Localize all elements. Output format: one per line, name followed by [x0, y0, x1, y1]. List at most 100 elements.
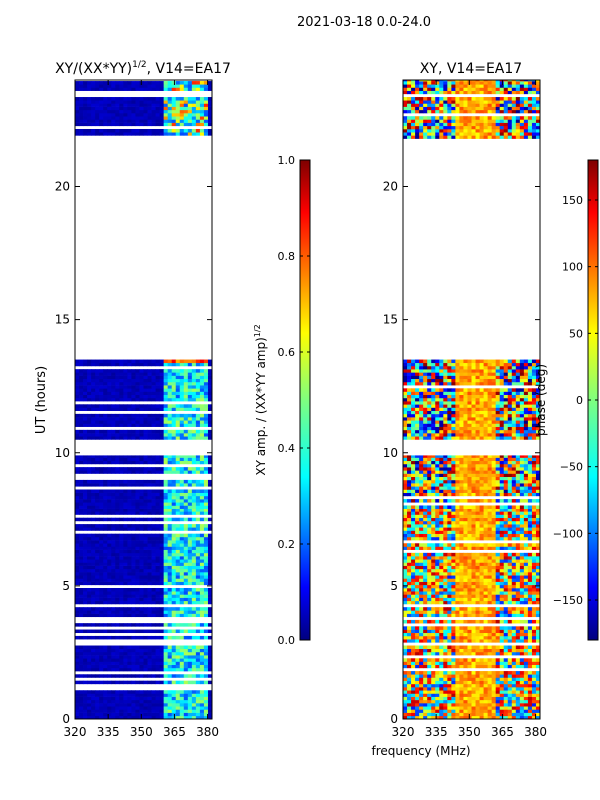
heatmap-cell [83, 655, 88, 659]
heatmap-cell [155, 699, 161, 704]
heatmap-cell [195, 81, 201, 85]
heatmap-cell [147, 132, 152, 136]
heatmap-cell [435, 584, 440, 589]
heatmap-cell [131, 572, 136, 576]
heatmap-cell [123, 693, 128, 697]
heatmap-cell [135, 372, 140, 376]
heatmap-cell [403, 706, 408, 710]
heatmap-cell [415, 677, 420, 681]
heatmap-cell [87, 655, 92, 659]
heatmap-cell [171, 674, 177, 678]
heatmap-cell [131, 568, 136, 573]
heatmap-cell [155, 404, 161, 408]
heatmap-cell [179, 623, 185, 627]
heatmap-cell [511, 696, 517, 701]
heatmap-cell [151, 680, 156, 685]
heatmap-cell [191, 578, 197, 582]
heatmap-cell [131, 658, 136, 662]
heatmap-cell [111, 417, 116, 421]
heatmap-cell [459, 648, 464, 653]
heatmap-cell [179, 543, 185, 547]
heatmap-cell [411, 671, 416, 675]
heatmap-cell [95, 527, 100, 531]
heatmap-cell [99, 572, 104, 576]
heatmap-cell [179, 436, 185, 440]
heatmap-cell [75, 375, 80, 380]
heatmap-cell [79, 97, 84, 101]
heatmap-cell [175, 417, 181, 421]
heatmap-cell [507, 699, 513, 704]
heatmap-cell [147, 664, 152, 669]
heatmap-cell [135, 648, 140, 653]
heatmap-cell [131, 97, 136, 101]
heatmap-cell [431, 619, 436, 624]
heatmap-cell [179, 597, 185, 602]
heatmap-cell [163, 591, 169, 595]
heatmap-cell [523, 639, 529, 643]
heatmap-cell [443, 709, 448, 713]
heatmap-cell [111, 407, 116, 411]
heatmap-cell [83, 600, 88, 605]
heatmap-cell [427, 632, 432, 637]
heatmap-cell [415, 645, 420, 649]
heatmap-cell [183, 572, 189, 576]
heatmap-cell [115, 645, 120, 649]
heatmap-cell [107, 87, 112, 91]
heatmap-cell [187, 489, 193, 493]
heatmap-cell [455, 632, 460, 637]
heatmap-cell [183, 562, 189, 566]
heatmap-cell [87, 423, 92, 427]
heatmap-cell [407, 572, 412, 576]
heatmap-cell [119, 693, 124, 697]
heatmap-cell [127, 87, 132, 91]
heatmap-cell [419, 572, 424, 576]
heatmap-cell [83, 651, 88, 656]
heatmap-cell [79, 715, 84, 719]
heatmap-cell [79, 690, 84, 694]
heatmap-cell [523, 632, 529, 637]
heatmap-cell [187, 527, 193, 531]
heatmap-cell [99, 375, 104, 380]
heatmap-cell [91, 693, 96, 697]
heatmap-cell [447, 594, 452, 598]
heatmap-cell [419, 613, 424, 618]
heatmap-cell [443, 635, 448, 640]
heatmap-cell [123, 581, 128, 586]
heatmap-cell [471, 677, 476, 681]
heatmap-cell [83, 712, 88, 717]
heatmap-cell [139, 420, 144, 424]
heatmap-cell [159, 385, 165, 389]
heatmap-cell [87, 543, 92, 547]
heatmap-cell [527, 568, 533, 573]
heatmap-cell [167, 132, 173, 136]
heatmap-cell [111, 635, 116, 640]
heatmap-cell [407, 680, 412, 685]
heatmap-cell [451, 591, 456, 595]
heatmap-cell [423, 651, 428, 656]
heatmap-cell [511, 703, 517, 707]
heatmap-cell [499, 632, 505, 637]
heatmap-cell [419, 559, 424, 563]
heatmap-cell [103, 661, 108, 665]
heatmap-cell [91, 533, 96, 538]
heatmap-cell [99, 433, 104, 437]
heatmap-cell [171, 505, 177, 509]
heatmap-cell [455, 664, 460, 669]
heatmap-cell [203, 87, 209, 91]
heatmap-cell [143, 492, 148, 497]
heatmap-cell [471, 635, 476, 640]
heatmap-cell [123, 499, 128, 503]
heatmap-cell [103, 664, 108, 669]
heatmap-cell [187, 667, 193, 672]
heatmap-cell [435, 607, 440, 611]
heatmap-cell [87, 559, 92, 563]
heatmap-cell [123, 106, 128, 111]
heatmap-cell [199, 661, 205, 665]
heatmap-cell [191, 549, 197, 554]
heatmap-cell [511, 680, 517, 685]
heatmap-cell [167, 404, 173, 408]
heatmap-cell [99, 658, 104, 662]
heatmap-cell [111, 122, 116, 127]
heatmap-cell [123, 536, 128, 541]
heatmap-cell [427, 712, 432, 717]
